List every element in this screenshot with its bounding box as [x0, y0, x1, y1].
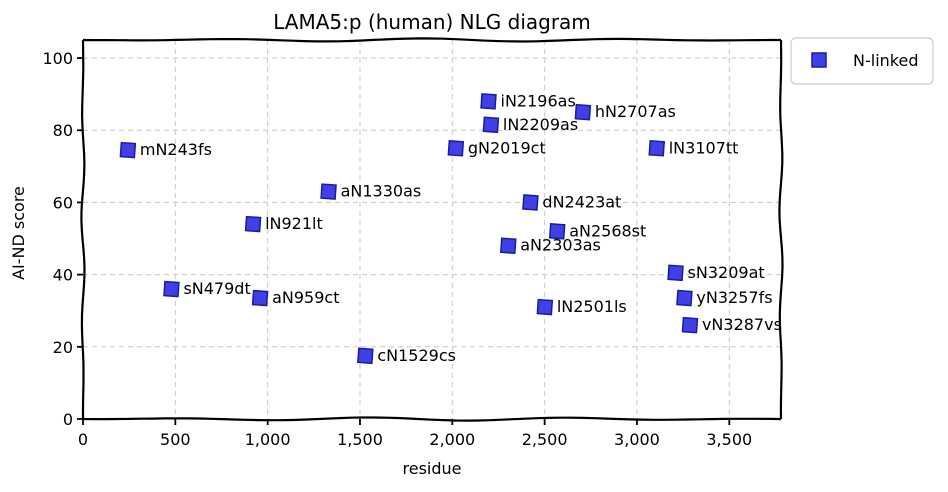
y-tick-label: 20: [53, 338, 73, 357]
data-point: [244, 215, 262, 233]
data-point: [536, 298, 554, 316]
data-label: dN2423at: [542, 192, 621, 211]
data-point: [574, 103, 592, 121]
data-point: [667, 264, 684, 282]
y-tick-label: 0: [63, 410, 73, 429]
legend-marker-n-linked: [811, 52, 827, 68]
legend-frame: [790, 37, 934, 85]
data-label: vN3287vs: [702, 315, 782, 334]
data-point: [119, 141, 137, 159]
data-points: [119, 93, 699, 365]
x-tick-label: 1,500: [337, 430, 383, 449]
data-point: [251, 289, 269, 307]
data-label: aN959ct: [272, 288, 339, 307]
x-tick-label: 2,000: [429, 430, 475, 449]
x-tick-label: 0: [78, 430, 88, 449]
y-tick-label: 100: [42, 49, 73, 68]
data-point: [163, 280, 180, 298]
x-axis: 0 500 1,000 1,500 2,000 2,500 3,000 3,500: [78, 419, 752, 449]
y-axis: 0 20 40 60 80 100: [42, 49, 83, 429]
x-tick-label: 2,500: [522, 430, 568, 449]
data-point: [681, 316, 699, 334]
data-label: sN3209at: [688, 263, 765, 282]
data-label: yN3257fs: [696, 288, 772, 307]
data-label: sN479dt: [183, 279, 250, 298]
x-tick-label: 1,000: [245, 430, 291, 449]
data-label: iN2196as: [501, 91, 576, 110]
data-point: [320, 183, 337, 200]
y-axis-label: AI-ND score: [9, 186, 28, 280]
data-label: hN2707as: [595, 102, 676, 121]
data-point: [548, 223, 566, 240]
data-point: [482, 116, 500, 134]
plot-frame: [80, 37, 784, 422]
x-axis-label: residue: [403, 459, 462, 478]
data-label: aN1330as: [341, 182, 422, 201]
data-label: gN2019ct: [468, 138, 546, 157]
data-point: [522, 194, 539, 211]
data-label: lN2209as: [503, 115, 578, 134]
data-point: [480, 93, 497, 110]
point-labels: mN243fs sN479dt lN921lt aN959ct aN1330as cN15…: [140, 91, 782, 364]
chart-title: LAMA5:p (human) NLG diagram: [273, 10, 591, 34]
x-tick-label: 3,000: [614, 430, 660, 449]
data-label: lN3107tt: [669, 138, 739, 157]
data-label: lN2501ls: [557, 297, 627, 316]
y-tick-label: 80: [53, 121, 73, 140]
y-tick-label: 60: [53, 193, 73, 212]
data-label: lN921lt: [265, 214, 323, 233]
data-point: [648, 140, 665, 157]
data-point: [676, 289, 693, 307]
y-tick-label: 40: [53, 266, 73, 285]
data-label: aN2568st: [569, 221, 646, 240]
grid: [83, 40, 781, 419]
data-point: [499, 237, 517, 255]
data-label: cN1529cs: [377, 346, 456, 365]
data-point: [447, 140, 465, 157]
data-label: aN2303as: [520, 236, 601, 255]
x-tick-label: 500: [160, 430, 191, 449]
data-label: mN243fs: [140, 140, 212, 159]
legend: N-linked: [790, 37, 934, 85]
legend-label-n-linked: N-linked: [853, 51, 918, 70]
data-point: [357, 347, 374, 365]
x-tick-label: 3,500: [706, 430, 752, 449]
